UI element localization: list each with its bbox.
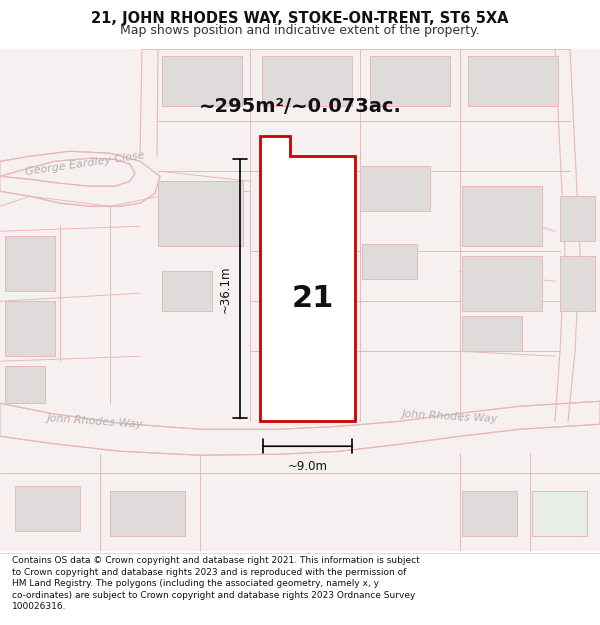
Bar xyxy=(362,244,417,279)
Bar xyxy=(162,271,212,311)
Bar xyxy=(5,236,55,291)
Text: ~9.0m: ~9.0m xyxy=(287,460,328,473)
Bar xyxy=(158,181,243,246)
Bar xyxy=(462,256,542,311)
Text: Contains OS data © Crown copyright and database right 2021. This information is : Contains OS data © Crown copyright and d… xyxy=(12,556,420,611)
Bar xyxy=(468,56,558,106)
Bar xyxy=(462,316,522,351)
Bar xyxy=(560,196,595,241)
Bar xyxy=(532,491,587,536)
Bar xyxy=(360,166,430,211)
Bar xyxy=(462,186,542,246)
Bar xyxy=(560,256,595,311)
Bar xyxy=(5,366,45,403)
Bar xyxy=(462,491,517,536)
Bar xyxy=(370,56,450,106)
Bar xyxy=(110,491,185,536)
Text: ~36.1m: ~36.1m xyxy=(219,265,232,312)
Text: Map shows position and indicative extent of the property.: Map shows position and indicative extent… xyxy=(120,24,480,36)
Text: John Rhodes Way: John Rhodes Way xyxy=(47,413,143,429)
Polygon shape xyxy=(0,151,160,206)
Text: John Rhodes Way: John Rhodes Way xyxy=(402,409,498,424)
Text: George Eardley Close: George Eardley Close xyxy=(25,150,145,177)
Text: 21, JOHN RHODES WAY, STOKE-ON-TRENT, ST6 5XA: 21, JOHN RHODES WAY, STOKE-ON-TRENT, ST6… xyxy=(91,11,509,26)
Bar xyxy=(532,491,587,536)
Polygon shape xyxy=(260,136,355,421)
Bar xyxy=(5,301,55,356)
Bar xyxy=(262,56,352,106)
Polygon shape xyxy=(0,401,600,455)
Bar xyxy=(15,486,80,531)
Bar xyxy=(162,56,242,106)
Text: ~295m²/~0.073ac.: ~295m²/~0.073ac. xyxy=(199,98,401,116)
Polygon shape xyxy=(0,49,600,551)
Text: 21: 21 xyxy=(292,284,334,313)
